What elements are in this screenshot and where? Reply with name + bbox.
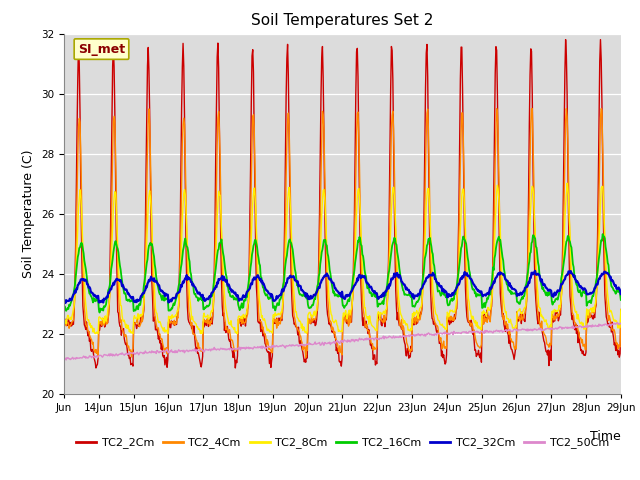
TC2_16Cm [96,310,104,315]
TC2_8Cm [401,318,408,324]
TC2_16Cm [256,263,264,268]
TC2_50Cm [401,334,408,339]
TC2_4Cm [401,333,408,338]
TC2_16Cm [60,305,68,311]
TC2_2Cm [617,307,625,312]
TC2_4Cm [276,321,284,327]
TC2_16Cm [432,275,440,281]
TC2_2Cm [401,339,408,345]
TC2_4Cm [255,318,263,324]
TC2_2Cm [256,317,264,323]
Line: TC2_32Cm: TC2_32Cm [64,271,621,303]
Text: SI_met: SI_met [78,43,125,56]
TC2_32Cm [126,293,134,299]
TC2_16Cm [617,297,625,303]
TC2_8Cm [563,180,571,186]
TC2_4Cm [617,317,625,323]
TC2_50Cm [617,321,625,326]
Line: TC2_2Cm: TC2_2Cm [64,40,621,368]
TC2_8Cm [92,331,99,336]
TC2_2Cm [228,345,236,351]
TC2_4Cm [493,106,500,111]
TC2_16Cm [228,293,236,299]
TC2_4Cm [60,323,68,329]
TC2_8Cm [256,301,264,307]
TC2_8Cm [277,309,285,315]
Text: Time: Time [590,430,621,443]
TC2_8Cm [126,327,134,333]
Line: TC2_50Cm: TC2_50Cm [64,323,621,360]
TC2_32Cm [617,291,625,297]
TC2_32Cm [531,268,539,274]
TC2_2Cm [60,320,68,326]
TC2_16Cm [126,299,134,304]
TC2_2Cm [232,365,239,371]
TC2_32Cm [256,277,264,283]
TC2_32Cm [277,292,285,298]
TC2_32Cm [228,288,236,293]
TC2_32Cm [432,276,440,282]
TC2_16Cm [401,292,408,298]
TC2_4Cm [432,321,440,326]
TC2_2Cm [277,315,285,321]
TC2_8Cm [228,324,236,330]
TC2_50Cm [60,357,68,362]
TC2_16Cm [277,295,285,300]
TC2_8Cm [617,307,625,312]
TC2_8Cm [60,315,68,321]
TC2_32Cm [60,299,68,305]
TC2_50Cm [613,320,621,325]
TC2_32Cm [61,300,69,306]
Legend: TC2_2Cm, TC2_4Cm, TC2_8Cm, TC2_16Cm, TC2_32Cm, TC2_50Cm: TC2_2Cm, TC2_4Cm, TC2_8Cm, TC2_16Cm, TC2… [72,433,613,453]
TC2_4Cm [228,337,236,343]
TC2_2Cm [562,37,570,43]
TC2_50Cm [126,349,134,355]
TC2_50Cm [62,357,70,363]
TC2_50Cm [256,344,264,349]
TC2_50Cm [228,347,236,353]
TC2_2Cm [125,356,133,361]
TC2_4Cm [125,348,133,354]
Line: TC2_16Cm: TC2_16Cm [64,234,621,312]
TC2_50Cm [432,331,440,337]
TC2_16Cm [599,231,607,237]
TC2_32Cm [401,282,408,288]
Line: TC2_4Cm: TC2_4Cm [64,108,621,358]
TC2_8Cm [432,311,440,316]
TC2_50Cm [277,343,285,349]
TC2_4Cm [302,355,310,360]
TC2_2Cm [432,324,440,330]
Line: TC2_8Cm: TC2_8Cm [64,183,621,334]
Y-axis label: Soil Temperature (C): Soil Temperature (C) [22,149,35,278]
Title: Soil Temperatures Set 2: Soil Temperatures Set 2 [252,13,433,28]
